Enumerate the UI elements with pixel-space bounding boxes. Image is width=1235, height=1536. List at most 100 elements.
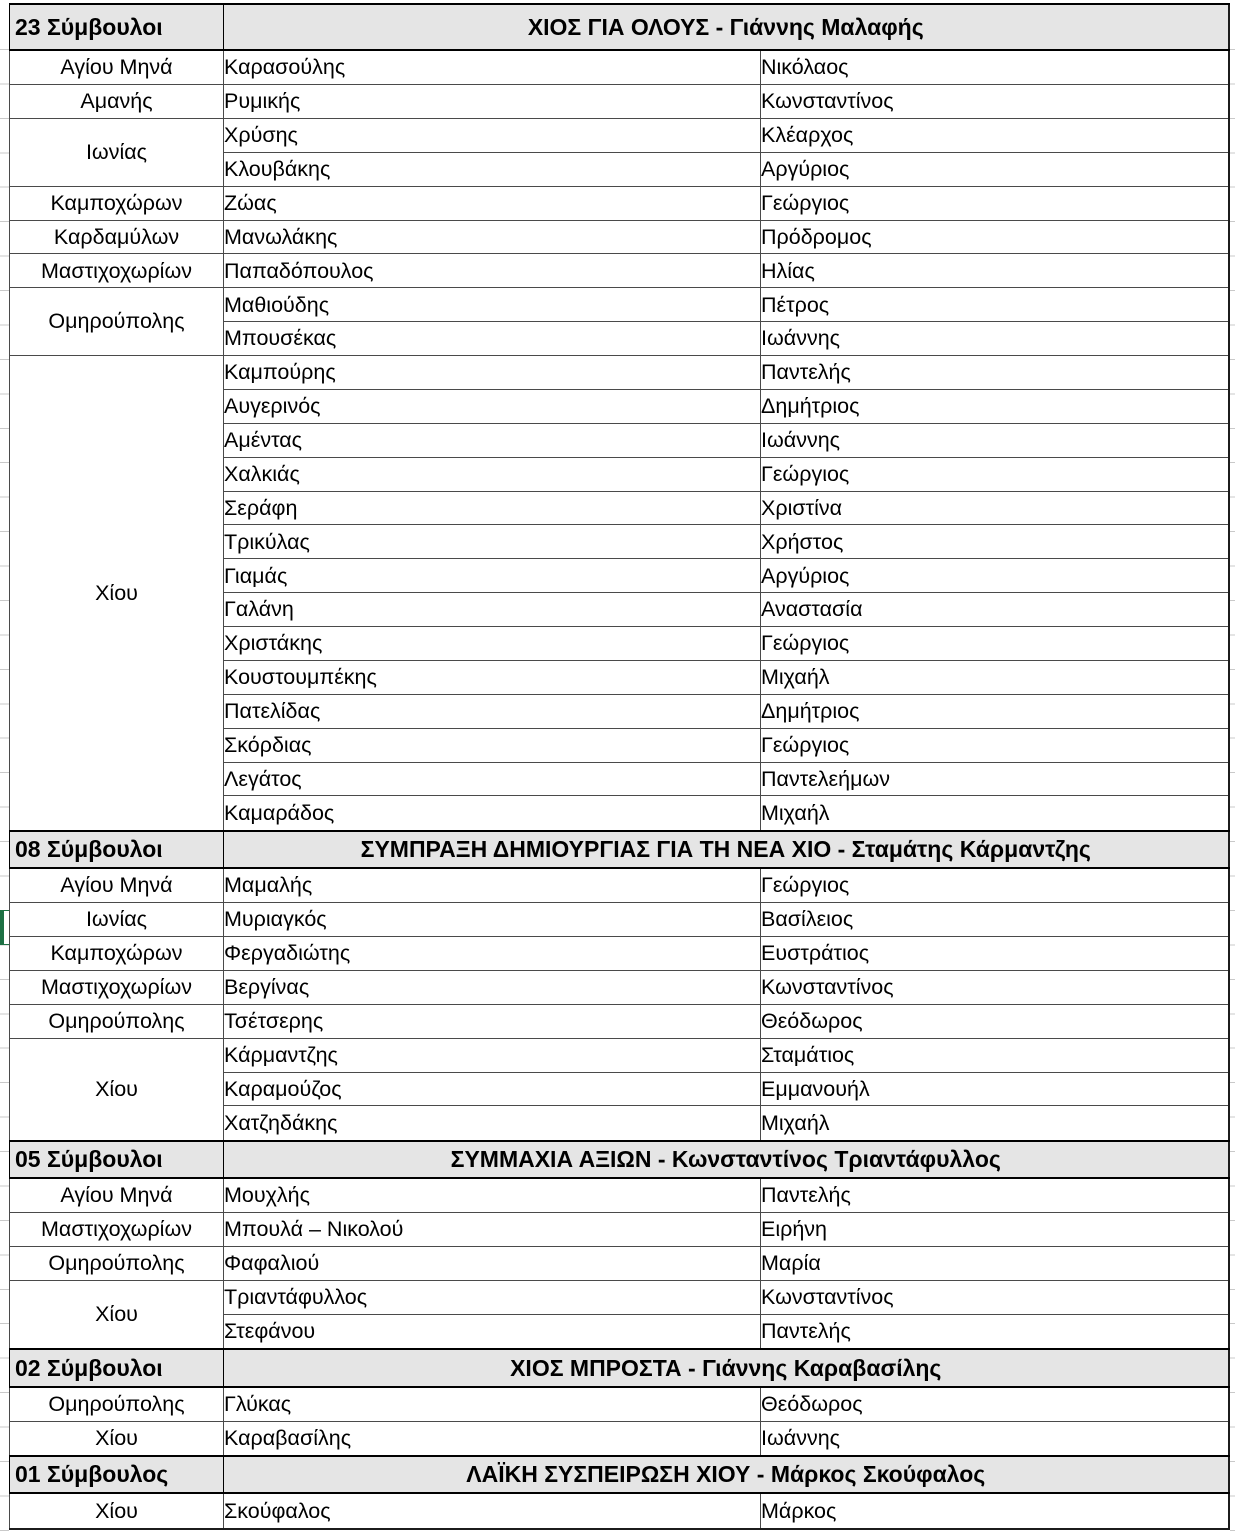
firstname-cell[interactable]: Μιχαήλ	[760, 795, 1229, 832]
surname-cell[interactable]: Μαθιούδης	[223, 287, 761, 323]
surname-cell[interactable]: Σεράφη	[223, 490, 761, 526]
firstname-cell[interactable]: Μαρία	[760, 1246, 1229, 1281]
surname-cell[interactable]: Μουχλής	[223, 1177, 761, 1214]
surname-cell[interactable]: Σκούφαλος	[223, 1492, 761, 1530]
section-count-cell[interactable]: 02 Σύμβουλοι	[9, 1347, 224, 1388]
firstname-cell[interactable]: Θεόδωρος	[760, 1003, 1229, 1039]
firstname-cell[interactable]: Ιωάννης	[760, 422, 1229, 458]
firstname-cell[interactable]: Κλέαρχος	[760, 117, 1229, 153]
firstname-cell[interactable]: Ηλίας	[760, 253, 1229, 289]
firstname-cell[interactable]: Σταμάτιος	[760, 1037, 1229, 1073]
firstname-cell[interactable]: Αργύριος	[760, 151, 1229, 187]
surname-cell[interactable]: Σκόρδιας	[223, 727, 761, 763]
firstname-cell[interactable]: Ειρήνη	[760, 1212, 1229, 1248]
surname-cell[interactable]: Γιαμάς	[223, 558, 761, 594]
surname-cell[interactable]: Χαλκιάς	[223, 456, 761, 492]
firstname-cell[interactable]: Παντελεήμων	[760, 761, 1229, 797]
firstname-cell[interactable]: Κωνσταντίνος	[760, 969, 1229, 1005]
district-cell[interactable]: Μαστιχοχωρίων	[9, 1212, 224, 1248]
district-cell[interactable]: Ομηρούπολης	[9, 287, 224, 357]
surname-cell[interactable]: Παπαδόπουλος	[223, 253, 761, 289]
surname-cell[interactable]: Φεργαδιώτης	[223, 936, 761, 971]
surname-cell[interactable]: Καμαράδος	[223, 795, 761, 832]
section-title-cell[interactable]: ΛΑΪΚΗ ΣΥΣΠΕΙΡΩΣΗ ΧΙΟΥ - Μάρκος Σκούφαλος	[223, 1454, 1229, 1495]
district-cell[interactable]: Καμποχώρων	[9, 185, 224, 221]
surname-cell[interactable]: Γλύκας	[223, 1386, 761, 1422]
surname-cell[interactable]: Πατελίδας	[223, 693, 761, 729]
district-cell[interactable]: Ομηρούπολης	[9, 1003, 224, 1039]
district-cell[interactable]: Αγίου Μηνά	[9, 49, 224, 86]
firstname-cell[interactable]: Εμμανουήλ	[760, 1071, 1229, 1107]
district-cell[interactable]: Χίου	[9, 1037, 224, 1142]
surname-cell[interactable]: Φαφαλιού	[223, 1246, 761, 1281]
firstname-cell[interactable]: Γεώργιος	[760, 727, 1229, 763]
firstname-cell[interactable]: Κωνσταντίνος	[760, 84, 1229, 119]
section-count-cell[interactable]: 01 Σύμβουλος	[9, 1454, 224, 1495]
section-count-cell[interactable]: 23 Σύμβουλοι	[9, 3, 224, 51]
surname-cell[interactable]: Στεφάνου	[223, 1313, 761, 1350]
district-cell[interactable]: Χίου	[9, 355, 224, 832]
firstname-cell[interactable]: Πρόδρομος	[760, 219, 1229, 255]
surname-cell[interactable]: Ρυμικής	[223, 84, 761, 119]
surname-cell[interactable]: Μπουλά – Νικολού	[223, 1212, 761, 1248]
surname-cell[interactable]: Κουστουμπέκης	[223, 659, 761, 695]
surname-cell[interactable]: Μαμαλής	[223, 867, 761, 904]
section-count-cell[interactable]: 05 Σύμβουλοι	[9, 1139, 224, 1180]
firstname-cell[interactable]: Παντελής	[760, 1177, 1229, 1214]
firstname-cell[interactable]: Θεόδωρος	[760, 1386, 1229, 1422]
firstname-cell[interactable]: Δημήτριος	[760, 693, 1229, 729]
district-cell[interactable]: Μαστιχοχωρίων	[9, 969, 224, 1005]
surname-cell[interactable]: Μυριαγκός	[223, 902, 761, 938]
district-cell[interactable]: Αμανής	[9, 84, 224, 119]
district-cell[interactable]: Αγίου Μηνά	[9, 1177, 224, 1214]
firstname-cell[interactable]: Γεώργιος	[760, 626, 1229, 661]
district-cell[interactable]: Μαστιχοχωρίων	[9, 253, 224, 289]
firstname-cell[interactable]: Ευστράτιος	[760, 936, 1229, 971]
district-cell[interactable]: Χίου	[9, 1420, 224, 1457]
surname-cell[interactable]: Γαλάνη	[223, 592, 761, 628]
surname-cell[interactable]: Μανωλάκης	[223, 219, 761, 255]
firstname-cell[interactable]: Νικόλαος	[760, 49, 1229, 86]
surname-cell[interactable]: Αμέντας	[223, 422, 761, 458]
surname-cell[interactable]: Κάρμαντζης	[223, 1037, 761, 1073]
section-count-cell[interactable]: 08 Σύμβουλοι	[9, 829, 224, 870]
firstname-cell[interactable]: Ιωάννης	[760, 321, 1229, 357]
section-title-cell[interactable]: ΧΙΟΣ ΜΠΡΟΣΤΑ - Γιάννης Καραβασίλης	[223, 1347, 1229, 1388]
firstname-cell[interactable]: Παντελής	[760, 1313, 1229, 1350]
section-title-cell[interactable]: ΣΥΜΜΑΧΙΑ ΑΞΙΩΝ - Κωνσταντίνος Τριαντάφυλ…	[223, 1139, 1229, 1180]
district-cell[interactable]: Ομηρούπολης	[9, 1386, 224, 1422]
surname-cell[interactable]: Τσέτσερης	[223, 1003, 761, 1039]
surname-cell[interactable]: Χρύσης	[223, 117, 761, 153]
section-title-cell[interactable]: ΣΥΜΠΡΑΞΗ ΔΗΜΙΟΥΡΓΙΑΣ ΓΙΑ ΤΗ ΝΕΑ ΧΙΟ - Στ…	[223, 829, 1229, 870]
surname-cell[interactable]: Χατζηδάκης	[223, 1105, 761, 1142]
district-cell[interactable]: Ομηρούπολης	[9, 1246, 224, 1281]
surname-cell[interactable]: Μπουσέκας	[223, 321, 761, 357]
firstname-cell[interactable]: Κωνσταντίνος	[760, 1280, 1229, 1315]
surname-cell[interactable]: Καραβασίλης	[223, 1420, 761, 1457]
firstname-cell[interactable]: Μιχαήλ	[760, 1105, 1229, 1142]
firstname-cell[interactable]: Χριστίνα	[760, 490, 1229, 526]
firstname-cell[interactable]: Μιχαήλ	[760, 659, 1229, 695]
surname-cell[interactable]: Τρικύλας	[223, 524, 761, 560]
firstname-cell[interactable]: Βασίλειος	[760, 902, 1229, 938]
surname-cell[interactable]: Ζώας	[223, 185, 761, 221]
surname-cell[interactable]: Αυγερινός	[223, 388, 761, 424]
district-cell[interactable]: Ιωνίας	[9, 117, 224, 187]
surname-cell[interactable]: Κλουβάκης	[223, 151, 761, 187]
section-title-cell[interactable]: ΧΙΟΣ ΓΙΑ ΟΛΟΥΣ - Γιάννης Μαλαφής	[223, 3, 1229, 51]
surname-cell[interactable]: Καραμούζος	[223, 1071, 761, 1107]
firstname-cell[interactable]: Χρήστος	[760, 524, 1229, 560]
surname-cell[interactable]: Βεργίνας	[223, 969, 761, 1005]
district-cell[interactable]: Καμποχώρων	[9, 936, 224, 971]
firstname-cell[interactable]: Αργύριος	[760, 558, 1229, 594]
firstname-cell[interactable]: Ιωάννης	[760, 1420, 1229, 1457]
district-cell[interactable]: Χίου	[9, 1492, 224, 1530]
surname-cell[interactable]: Καρασούλης	[223, 49, 761, 86]
district-cell[interactable]: Ιωνίας	[9, 902, 224, 938]
firstname-cell[interactable]: Γεώργιος	[760, 456, 1229, 492]
surname-cell[interactable]: Τριαντάφυλλος	[223, 1280, 761, 1315]
firstname-cell[interactable]: Πέτρος	[760, 287, 1229, 323]
surname-cell[interactable]: Χριστάκης	[223, 626, 761, 661]
firstname-cell[interactable]: Δημήτριος	[760, 388, 1229, 424]
surname-cell[interactable]: Καμπούρης	[223, 355, 761, 390]
